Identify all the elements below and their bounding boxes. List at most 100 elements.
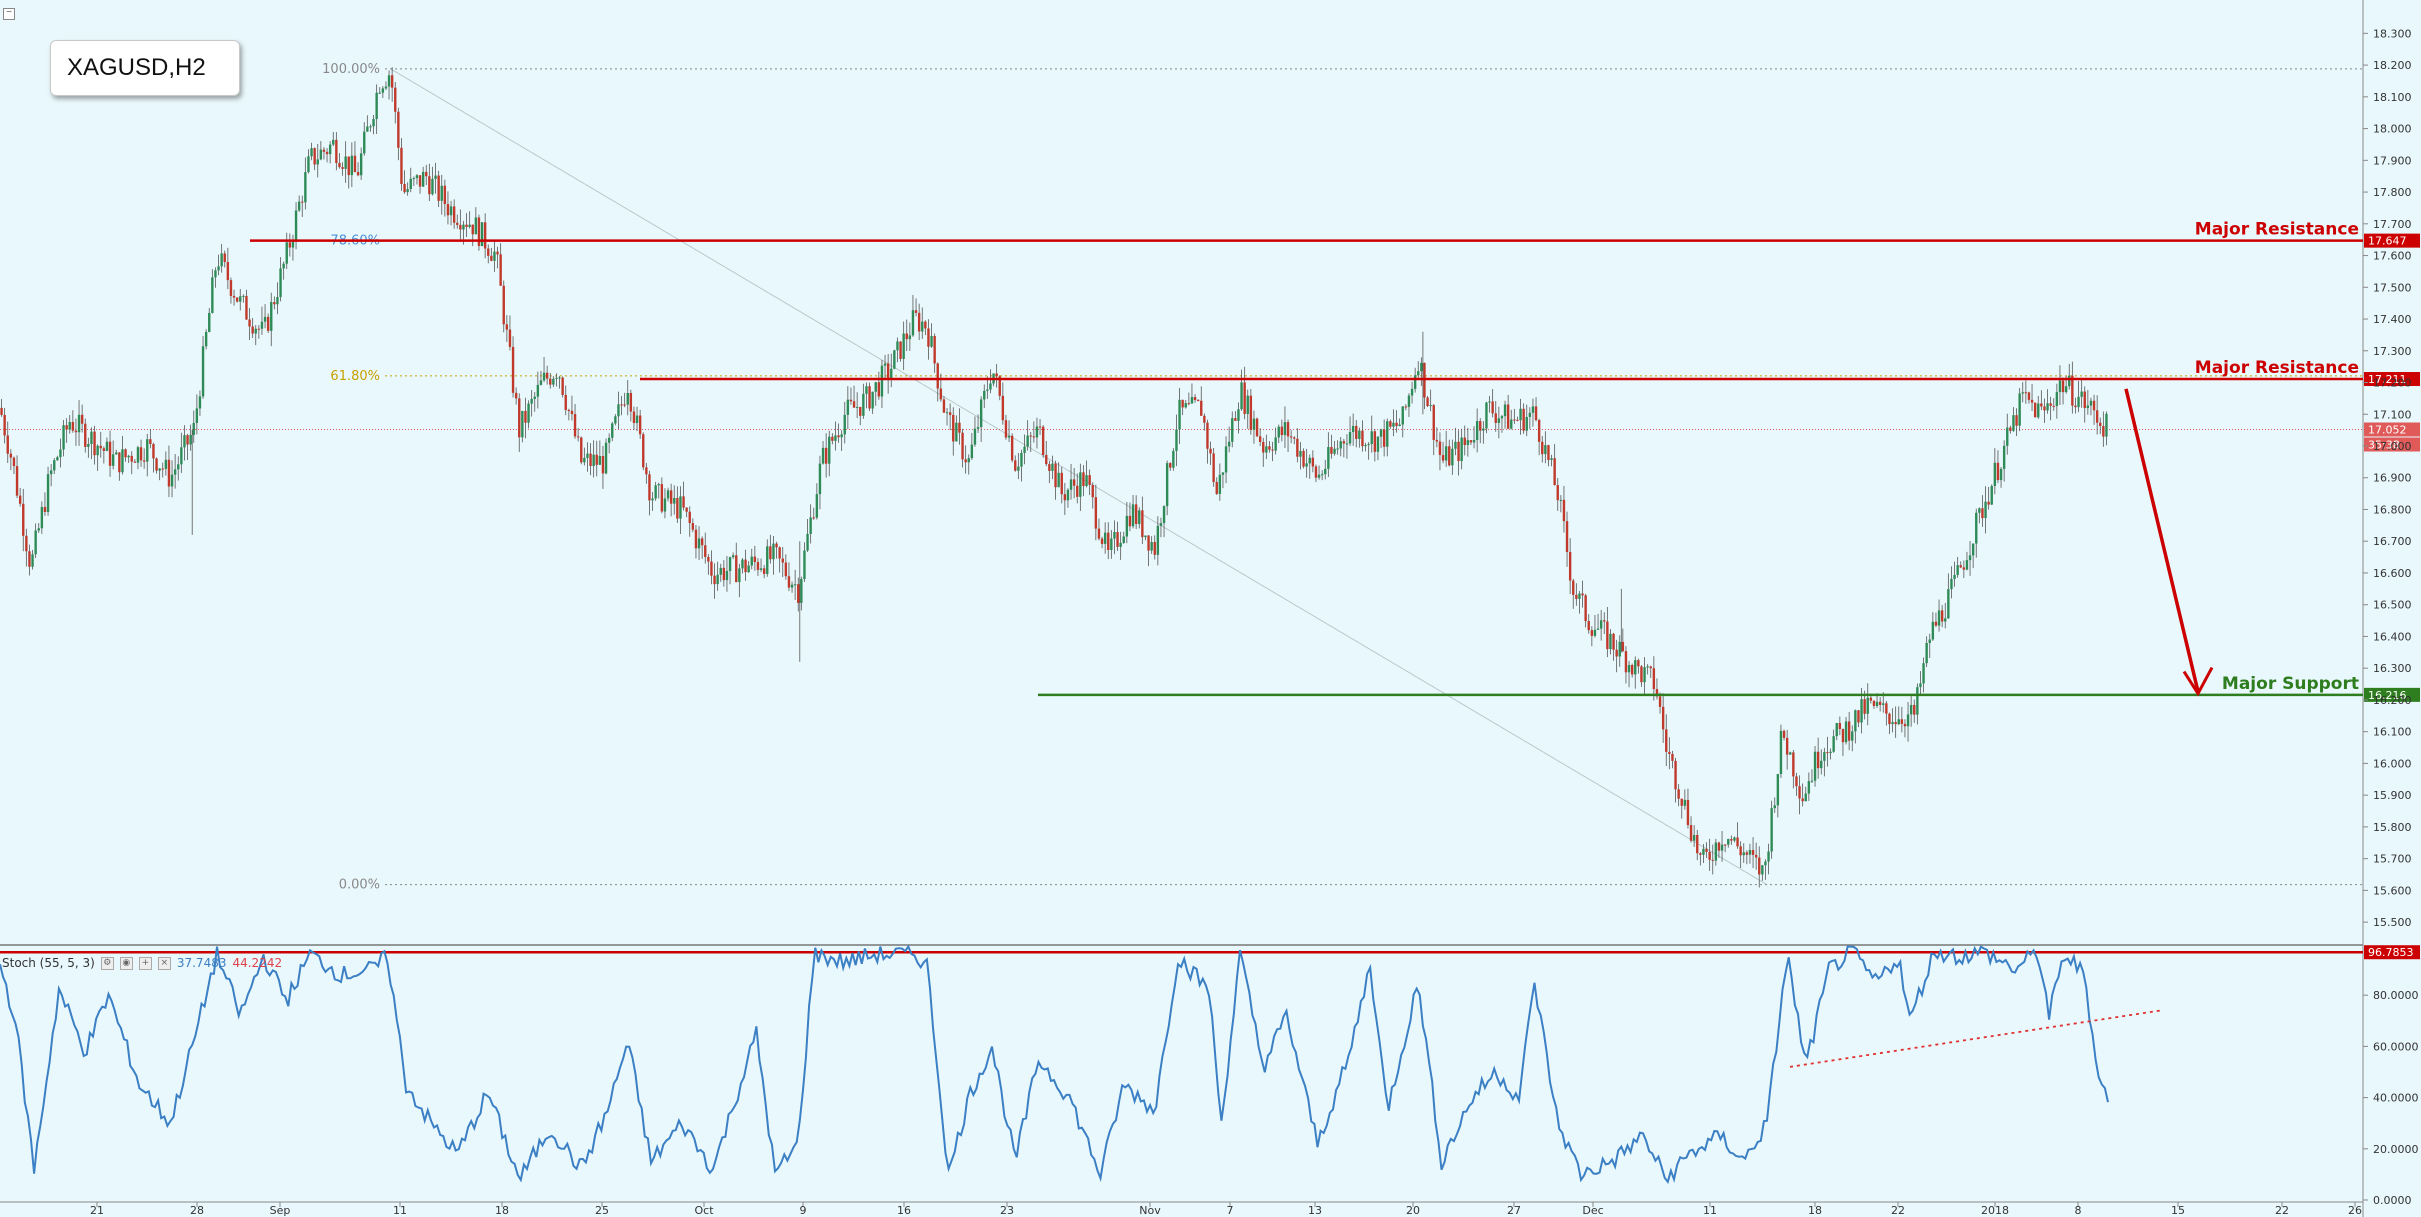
stoch-close-icon[interactable]: × [157,956,171,970]
candle-body [2086,405,2090,409]
candle-body [483,222,487,249]
candle-body [369,126,372,128]
candle-body [1671,753,1674,761]
collapse-button[interactable]: − [3,8,15,20]
candle-body [1351,425,1355,433]
candle-body [1091,484,1094,498]
candle-body [691,523,695,530]
date-tick-label: 18 [495,1204,509,1217]
candle-body [1559,499,1563,501]
candle-body [208,312,211,332]
candle-body [1438,441,1442,456]
candle-body [933,335,936,364]
candle-body [1572,580,1575,595]
candle-body [1265,446,1268,453]
candle-body [170,474,174,487]
price-tick-label: 17.600 [2373,250,2412,263]
candle-body [1398,424,1401,426]
candle-body [1587,621,1590,631]
current-price-tag-bg [2364,422,2420,437]
candle-body [1441,455,1445,461]
candle-body [1060,472,1063,495]
candle-body [1503,404,1507,417]
candle-body [2018,393,2021,426]
candle-body [1094,497,1098,529]
candle-body [896,341,899,351]
candle-body [285,242,288,264]
candle-body [886,363,890,378]
candle-body [1987,501,1990,505]
stoch-tick-label: 60.0000 [2373,1040,2419,1053]
candle-body [1299,450,1302,457]
timer-tag-text: 35:38 [2368,438,2400,451]
candle-body [152,444,155,459]
candle-body [1119,542,1122,547]
candle-body [821,447,825,464]
candle-body [440,185,443,201]
date-tick-label: 9 [800,1204,807,1217]
candle-body [865,386,868,394]
candle-body [471,224,474,235]
candle-body [1280,426,1284,436]
candle-body [1249,395,1253,430]
candle-body [893,350,896,369]
stoch-settings-icon[interactable]: ⚙ [100,956,114,970]
candle-body [2052,405,2055,407]
candle-body [753,556,757,563]
stoch-tick-label: 80.0000 [2373,989,2419,1002]
candle-body [102,448,106,451]
candle-body [28,551,31,567]
candle-body [452,206,456,223]
candle-body [1934,621,1938,626]
candle-body [87,443,90,447]
candle-body [1100,538,1104,544]
candle-body [1355,425,1358,439]
candle-body [583,457,586,463]
candle-body [353,155,357,173]
candle-body [942,399,946,413]
candle-body [477,217,481,247]
candle-body [1615,649,1618,657]
candle-body [846,399,850,415]
candle-body [493,251,496,261]
candle-body [1680,798,1683,806]
price-tick-label: 17.000 [2373,440,2412,453]
candle-body [620,404,623,406]
candle-body [2105,413,2108,437]
candle-body [90,431,93,444]
candle-body [654,485,657,499]
candle-body [983,390,986,400]
candle-body [301,201,304,203]
stoch-view-icon[interactable]: ◉ [119,956,133,970]
candle-body [71,422,75,431]
candle-body [68,422,71,430]
candle-body [1999,468,2003,481]
candle-body [1488,401,1491,403]
date-tick-label: Dec [1582,1204,1603,1217]
candle-body [1556,485,1559,501]
candle-body [183,435,186,448]
candle-body [1420,362,1423,372]
candle-body [1925,642,1928,664]
candle-body [1035,426,1039,438]
candle-body [806,533,809,551]
stoch-add-icon[interactable]: + [138,956,152,970]
candle-body [809,517,812,534]
candle-body [77,414,81,433]
down-arrow-line [2124,388,2200,692]
candle-body [1268,446,1271,450]
candle-body [366,126,369,132]
candle-body [1962,567,1966,570]
candle-body [446,204,450,216]
candle-body [226,261,230,281]
candle-body [828,436,831,464]
level-tag-bg [2364,687,2420,702]
candle-body [1544,445,1547,455]
candle-body [567,409,571,411]
candle-body [266,316,270,331]
candle-body [1621,641,1625,652]
candle-body [130,455,133,462]
candle-body [1004,420,1008,438]
candle-body [1289,436,1293,438]
candle-body [1748,850,1752,855]
